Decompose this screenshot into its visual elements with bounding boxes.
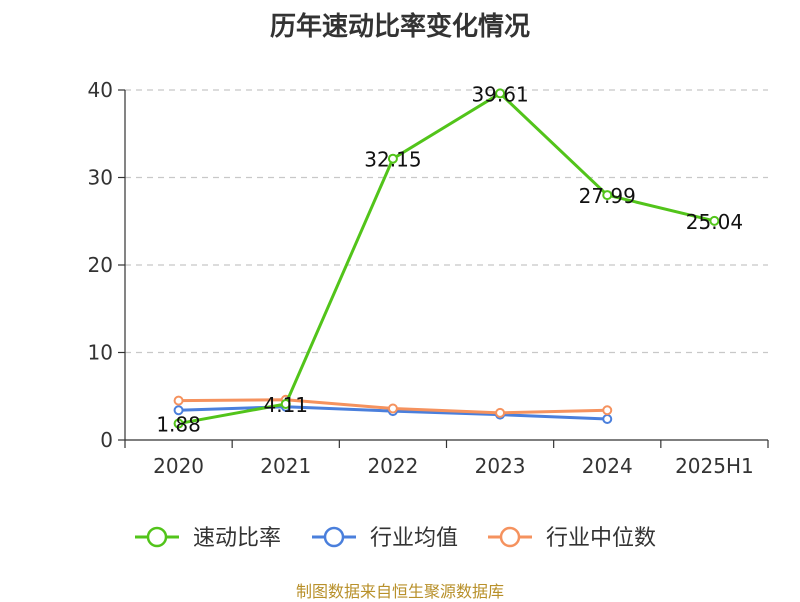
data-label: 39.61 [471, 82, 528, 106]
y-tick-label: 30 [88, 166, 113, 190]
legend[interactable]: 速动比率 行业均值 行业中位数 [135, 526, 656, 551]
x-tick-label: 2020 [153, 454, 204, 478]
data-label: 1.88 [156, 413, 201, 437]
series-line-0 [178, 91, 715, 426]
legend-item-2[interactable]: 行业中位数 [488, 526, 656, 551]
legend-marker-icon [323, 526, 345, 548]
data-label: 27.99 [579, 184, 636, 208]
data-point[interactable] [173, 405, 184, 416]
data-point[interactable] [280, 399, 291, 410]
x-tick-label: 2021 [260, 454, 311, 478]
y-tick-label: 0 [100, 428, 113, 452]
x-tick-label: 2023 [475, 454, 526, 478]
x-tick-label: 2024 [582, 454, 633, 478]
series-lines [173, 88, 720, 429]
legend-label: 行业中位数 [546, 526, 656, 551]
legend-marker-icon [499, 526, 521, 548]
legend-item-1[interactable]: 行业均值 [312, 526, 458, 551]
x-tick-label: 2025H1 [675, 454, 754, 478]
grid-lines [125, 89, 768, 354]
x-tick-label: 2022 [367, 454, 418, 478]
legend-item-0[interactable]: 速动比率 [135, 526, 281, 551]
legend-marker-icon [146, 526, 168, 548]
legend-label: 行业均值 [370, 526, 458, 551]
data-point[interactable] [387, 153, 398, 164]
data-point[interactable] [602, 190, 613, 201]
data-point[interactable] [173, 395, 184, 406]
data-label: 4.11 [263, 393, 308, 417]
data-point[interactable] [602, 414, 613, 424]
data-point[interactable] [173, 418, 184, 429]
data-point[interactable] [709, 215, 720, 226]
data-point[interactable] [387, 403, 398, 414]
data-label: 25.04 [686, 210, 743, 234]
legend-label: 速动比率 [193, 526, 281, 551]
data-labels: 1.88 4.11 32.15 39.61 27.99 25.04 [156, 82, 743, 436]
data-point[interactable] [495, 407, 506, 418]
chart-title: 历年速动比率变化情况 [269, 12, 530, 42]
data-point[interactable] [602, 405, 613, 416]
y-tick-label: 10 [88, 341, 113, 365]
data-label: 32.15 [364, 148, 421, 172]
axes: 0 10 20 30 40 2020 2021 2022 2023 2024 2025H1 [88, 78, 769, 478]
y-tick-label: 20 [88, 253, 113, 277]
source-note: 制图数据来自恒生聚源数据库 [295, 582, 504, 601]
data-point[interactable] [495, 88, 506, 99]
y-tick-label: 40 [88, 78, 113, 102]
